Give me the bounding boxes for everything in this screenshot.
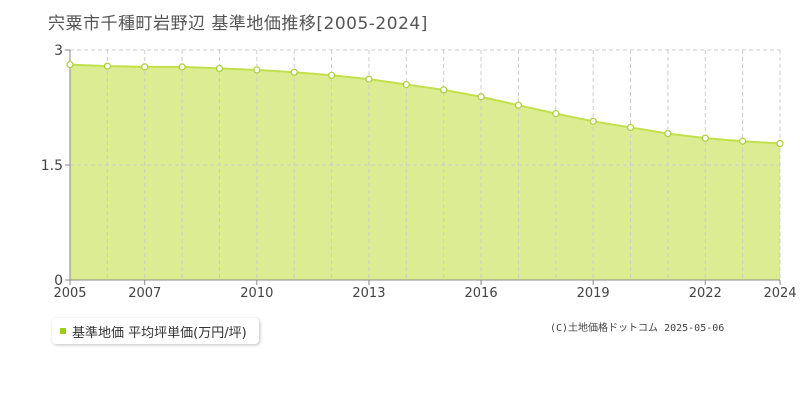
data-point [776, 139, 784, 148]
data-point [253, 66, 261, 74]
data-point [103, 62, 111, 70]
data-point [514, 101, 523, 109]
data-point [327, 71, 336, 79]
area-fill [70, 64, 780, 280]
data-point [477, 93, 485, 101]
y-tick-label: 1.5 [41, 158, 63, 174]
x-tick-label: 2019 [577, 286, 610, 301]
y-tick-label: 3 [54, 43, 63, 59]
data-point [626, 123, 635, 132]
data-point [552, 110, 560, 118]
x-tick-label: 2022 [689, 286, 722, 301]
data-point [141, 63, 149, 71]
series-line [69, 63, 781, 145]
x-tick-label: 2010 [240, 286, 273, 301]
data-point [589, 117, 597, 125]
legend-label: 基準地価 平均坪単価(万円/坪) [72, 325, 247, 341]
data-point [66, 60, 74, 69]
x-tick-label: 2024 [763, 286, 796, 301]
y-tick-label: 0 [54, 273, 63, 289]
x-tick-label: 2016 [465, 286, 498, 301]
x-tick-label: 2005 [53, 286, 86, 301]
data-point [215, 64, 224, 73]
data-point [290, 68, 298, 76]
legend-swatch [60, 328, 66, 334]
data-point [701, 134, 709, 142]
copyright-text: (C)土地価格ドットコム 2025-05-06 [550, 323, 725, 334]
x-tick-label: 2007 [128, 286, 161, 301]
data-point [739, 137, 747, 145]
data-point [664, 129, 672, 138]
data-point [178, 63, 186, 71]
legend: 基準地価 平均坪単価(万円/坪) [52, 318, 259, 344]
x-tick-label: 2013 [352, 286, 385, 301]
data-point [402, 80, 410, 89]
chart-title: 宍粟市千種町岩野辺 基準地価推移[2005-2024] [48, 14, 428, 34]
data-point [365, 75, 373, 83]
data-point [440, 86, 448, 94]
